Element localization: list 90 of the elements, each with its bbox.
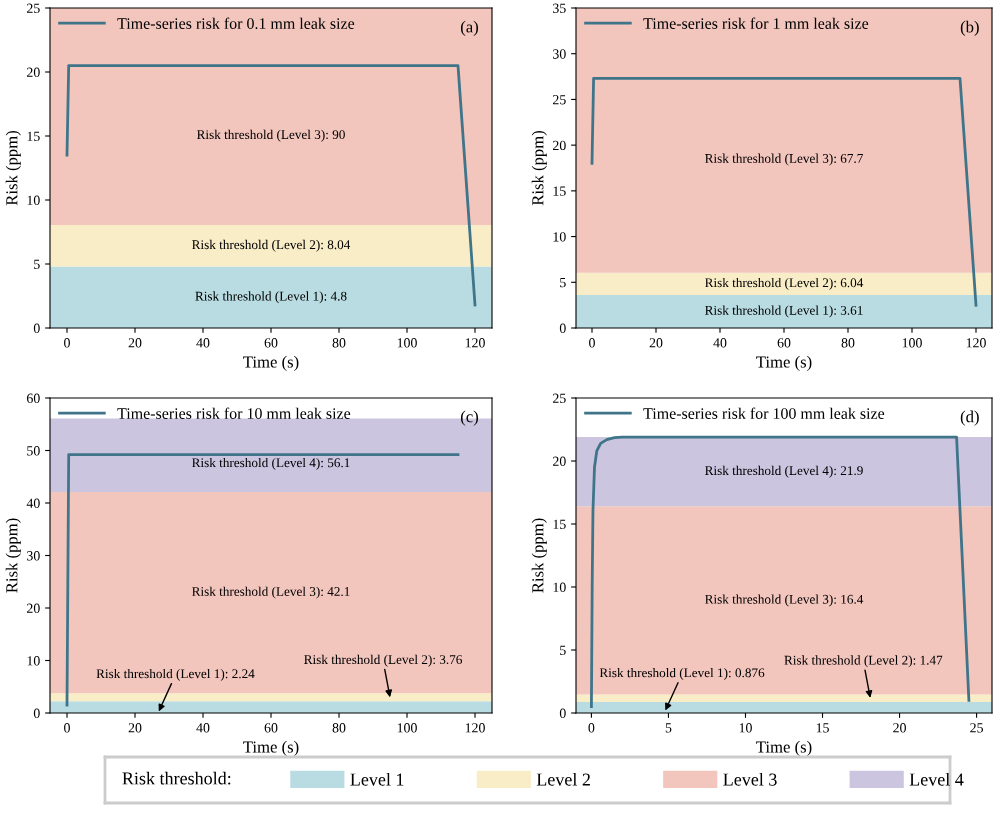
y-tick-label: 5 — [560, 645, 566, 655]
legend-label: Time-series risk for 1 mm leak size — [643, 17, 869, 29]
x-tick-label: 20 — [649, 338, 663, 348]
x-tick-label: 15 — [816, 723, 829, 733]
x-tick-label: 25 — [970, 723, 983, 733]
y-tick-label: 40 — [26, 498, 40, 508]
legend-title: Risk threshold: — [122, 771, 231, 785]
x-tick-label: 40 — [196, 723, 210, 733]
x-tick-label: 0 — [64, 338, 70, 348]
category-label: Level 1 — [350, 772, 404, 786]
y-tick-label: 10 — [27, 656, 40, 666]
y-tick-label: 15 — [553, 186, 566, 196]
x-tick-label: 40 — [713, 338, 727, 348]
x-tick-label: 0 — [588, 723, 595, 733]
x-tick-label: 120 — [465, 723, 485, 733]
x-axis-title: Time (s) — [243, 355, 299, 371]
x-tick-label: 100 — [397, 338, 417, 348]
x-tick-label: 40 — [196, 338, 210, 348]
legend-label: Time-series risk for 100 mm leak size — [643, 407, 885, 419]
band-label: Risk threshold (Level 4): 56.1 — [192, 457, 350, 470]
x-tick-label: 80 — [841, 338, 855, 348]
band-label: Risk threshold (Level 3): 90 — [196, 129, 345, 142]
y-tick-label: 20 — [27, 603, 40, 613]
x-tick-label: 120 — [465, 338, 485, 348]
y-tick-label: 10 — [553, 582, 566, 592]
y-tick-label: 0 — [33, 708, 40, 718]
band-label: Risk threshold (Level 3): 42.1 — [192, 586, 350, 599]
y-tick-label: 25 — [553, 95, 566, 105]
x-tick-label: 80 — [332, 338, 346, 348]
x-tick-label: 60 — [264, 723, 278, 733]
annotation: Risk threshold (Level 1): 0.876 — [599, 667, 765, 680]
band-label: Risk threshold (Level 2): 6.04 — [705, 277, 864, 290]
annotation: (a) — [460, 20, 479, 36]
x-tick-label: 0 — [589, 338, 595, 348]
band-label: Risk threshold (Level 3): 67.7 — [705, 153, 863, 166]
x-tick-label: 100 — [397, 723, 417, 733]
annotation: (d) — [960, 410, 979, 426]
band-label: Risk threshold (Level 2): 8.04 — [192, 239, 351, 252]
x-tick-label: 10 — [739, 723, 752, 733]
x-tick-label: 100 — [902, 338, 922, 348]
y-tick-label: 0 — [559, 323, 566, 333]
line-series — [590, 435, 971, 709]
x-tick-label: 60 — [264, 338, 278, 348]
y-tick-label: 10 — [553, 232, 566, 242]
y-tick-label: 5 — [560, 278, 566, 288]
category-label: Level 2 — [536, 772, 590, 786]
band-label: Risk threshold (Level 1): 4.8 — [195, 291, 347, 304]
annotation: Risk threshold (Level 2): 3.76 — [304, 654, 462, 667]
y-tick-label: 30 — [553, 49, 566, 59]
y-tick-label: 60 — [26, 393, 40, 403]
annotation: (c) — [460, 410, 479, 426]
annotation: (b) — [960, 20, 979, 36]
y-tick-label: 25 — [553, 393, 566, 403]
y-tick-label: 30 — [27, 551, 40, 561]
x-tick-label: 20 — [893, 723, 906, 733]
y-axis-title: Risk (ppm) — [5, 518, 21, 593]
annotation: Risk threshold (Level 2): 1.47 — [784, 655, 943, 668]
y-tick-label: 20 — [553, 140, 566, 151]
y-tick-label: 20 — [553, 456, 566, 466]
y-tick-label: 0 — [33, 323, 40, 333]
legend-label: Time-series risk for 10 mm leak size — [117, 407, 351, 419]
band-label: Risk threshold (Level 4): 21.9 — [705, 465, 863, 478]
x-axis-title: Time (s) — [756, 740, 812, 756]
category-label: Level 3 — [723, 772, 777, 786]
band-label: Risk threshold (Level 3): 16.4 — [705, 594, 864, 607]
x-tick-label: 20 — [128, 338, 142, 348]
x-axis-title: Time (s) — [756, 355, 812, 371]
legend-label: Time-series risk for 0.1 mm leak size — [117, 17, 355, 29]
x-tick-label: 60 — [777, 338, 791, 348]
x-tick-label: 0 — [64, 723, 70, 733]
category-label: Level 4 — [909, 772, 964, 786]
y-axis-title: Risk (ppm) — [531, 518, 547, 593]
y-tick-label: 5 — [34, 259, 40, 269]
y-tick-label: 20 — [27, 67, 40, 77]
y-axis-title: Risk (ppm) — [531, 131, 547, 206]
y-tick-label: 50 — [27, 446, 40, 456]
y-tick-label: 15 — [553, 519, 566, 529]
y-tick-label: 10 — [27, 195, 40, 205]
y-tick-label: 0 — [559, 708, 566, 718]
x-tick-label: 120 — [966, 338, 986, 348]
annotation: Risk threshold (Level 1): 2.24 — [96, 668, 255, 681]
x-tick-label: 5 — [665, 723, 672, 733]
y-tick-label: 25 — [27, 3, 40, 13]
y-tick-label: 15 — [27, 131, 40, 141]
x-tick-label: 80 — [332, 723, 346, 733]
x-axis-title: Time (s) — [243, 740, 299, 756]
band-label: Risk threshold (Level 1): 3.61 — [705, 305, 863, 318]
y-tick-label: 35 — [553, 3, 566, 13]
y-axis-title: Risk (ppm) — [5, 131, 21, 206]
x-tick-label: 20 — [128, 723, 142, 733]
